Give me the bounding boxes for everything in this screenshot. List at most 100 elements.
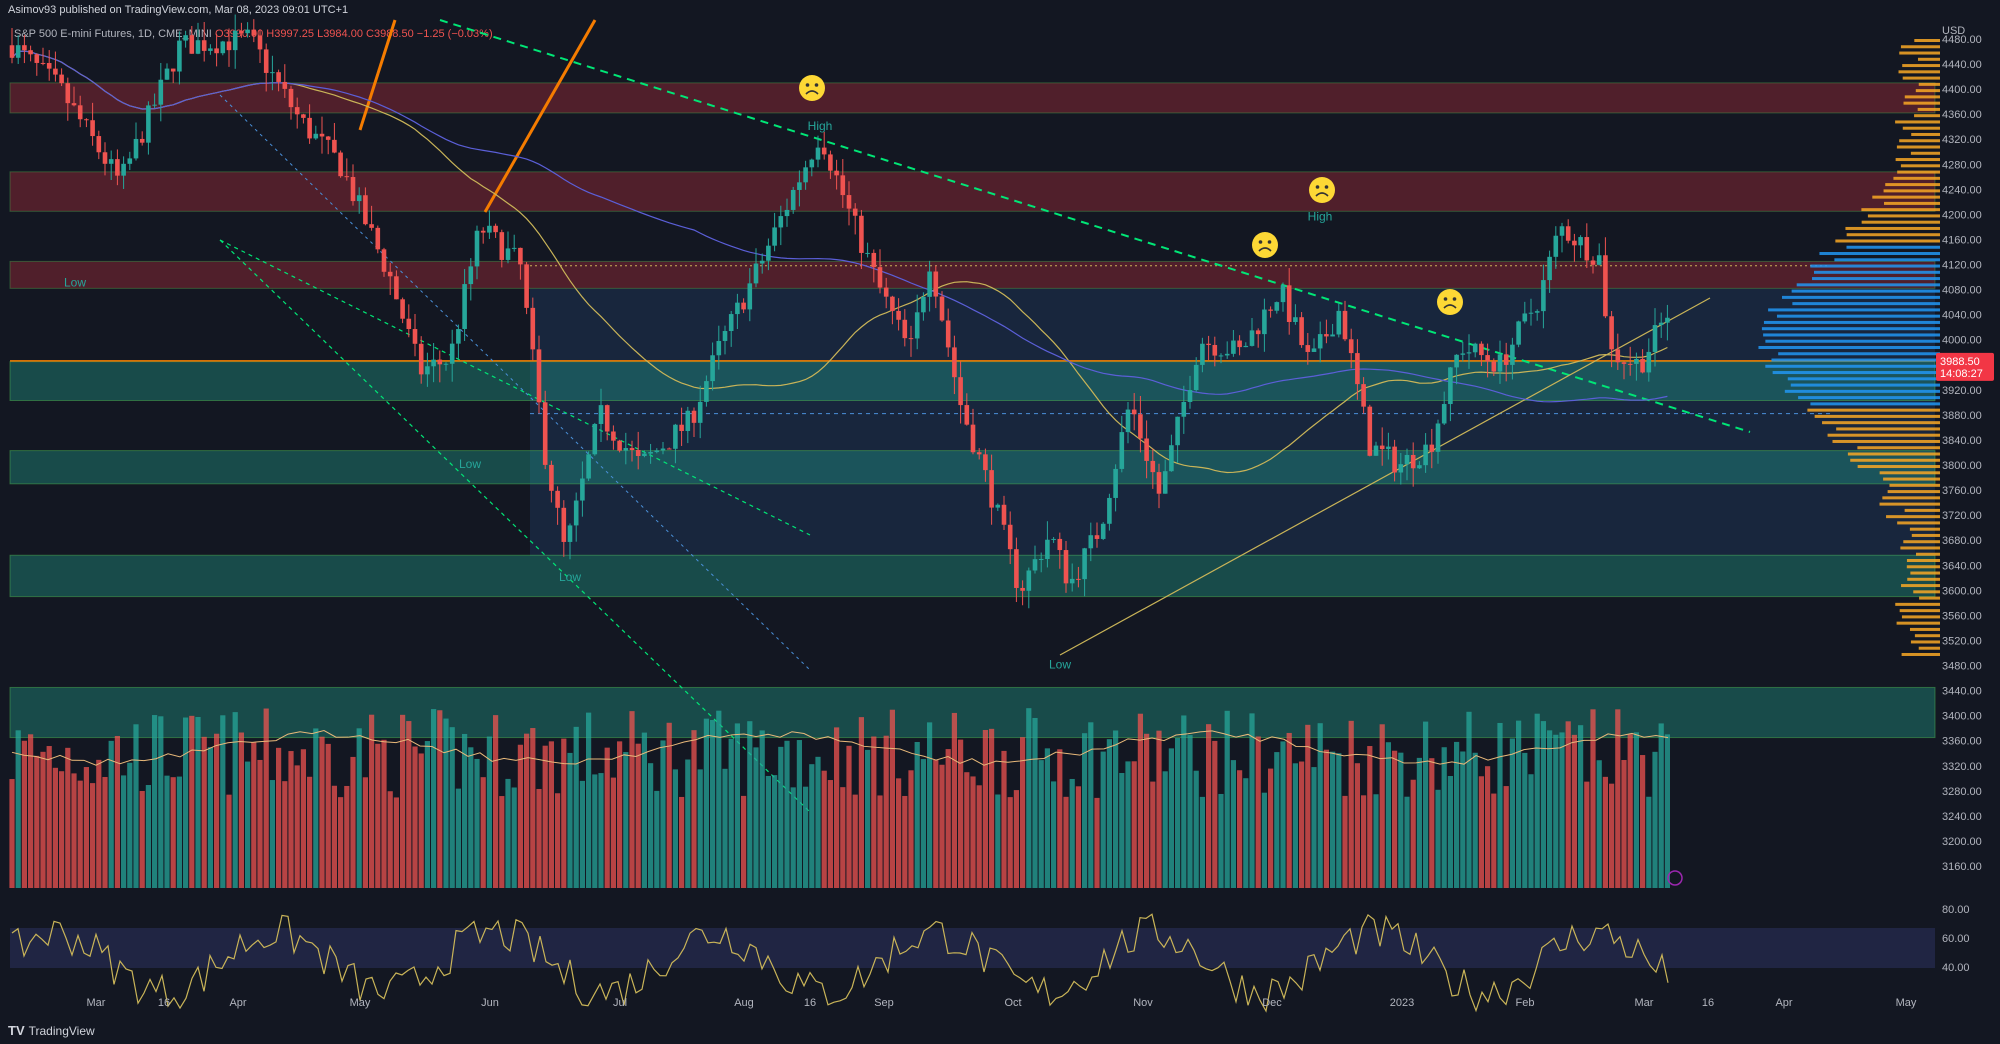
profile-bar xyxy=(1885,183,1940,187)
candle-body xyxy=(1491,361,1497,372)
candle-body xyxy=(313,133,319,139)
volume-bar xyxy=(951,712,957,888)
candle-body xyxy=(1138,414,1143,439)
volume-bar xyxy=(796,740,802,888)
candle-body xyxy=(1200,343,1205,365)
profile-bar xyxy=(1807,408,1940,412)
volume-bar xyxy=(1218,793,1224,888)
candle-body xyxy=(1150,460,1156,473)
frown-face-icon xyxy=(1309,177,1335,203)
volume-bar xyxy=(294,765,300,888)
volume-bar xyxy=(803,786,809,888)
volume-bar xyxy=(1398,752,1404,888)
frown-face-icon xyxy=(799,75,825,101)
supply-zone xyxy=(9,260,1936,289)
candle-body xyxy=(883,287,889,297)
candle-body xyxy=(617,440,622,451)
channel-line xyxy=(219,239,811,536)
candle-body xyxy=(797,182,802,190)
volume-bar xyxy=(1602,776,1608,888)
volume-bar xyxy=(734,723,740,888)
price-tick: 3720.00 xyxy=(1942,510,1982,522)
candle-body xyxy=(542,402,548,465)
time-axis: Mar 16 Apr May Jun Jul Aug 16 Sep Oct Nov Dec 2023 Fe… xyxy=(87,997,1917,1009)
volume-bar xyxy=(790,787,796,888)
volume-bar xyxy=(108,740,114,888)
volume-bar xyxy=(480,777,486,888)
candle-body xyxy=(307,117,312,139)
profile-bar xyxy=(1761,327,1940,331)
profile-bar xyxy=(1846,245,1940,249)
currency-label: USD xyxy=(1942,25,1965,37)
profile-bar xyxy=(1893,176,1940,180)
candle-body xyxy=(1076,578,1081,580)
price-badge xyxy=(1936,352,1994,381)
profile-bar xyxy=(1867,214,1940,218)
candle-body xyxy=(1057,538,1063,551)
volume-bar xyxy=(1100,751,1106,888)
candle-body xyxy=(1621,362,1627,364)
candle-body xyxy=(821,147,827,155)
symbol-legend: S&P 500 E-mini Futures, 1D, CME_MINI O39… xyxy=(14,28,493,40)
candle-body xyxy=(493,225,498,233)
candle-body xyxy=(1113,468,1118,498)
candle-body xyxy=(164,68,170,80)
candle-body xyxy=(276,72,281,82)
profile-bar xyxy=(1904,508,1940,512)
volume-bar xyxy=(226,794,232,888)
candle-body xyxy=(1032,559,1038,571)
candle-body xyxy=(183,35,188,41)
symbol-name[interactable]: S&P 500 E-mini Futures, 1D, CME_MINI xyxy=(14,28,212,40)
candle-body xyxy=(1423,444,1428,466)
candle-body xyxy=(270,72,275,74)
candle-body xyxy=(1627,363,1633,365)
volume-bar xyxy=(1125,761,1131,888)
candle-body xyxy=(220,41,226,54)
profile-bar xyxy=(1879,471,1940,475)
tradingview-footer[interactable]: TV TradingView xyxy=(8,1023,95,1038)
channel-mid-line xyxy=(219,94,811,671)
volume-bar xyxy=(1131,761,1137,888)
candle-body xyxy=(1640,358,1645,373)
profile-bar xyxy=(1832,439,1940,443)
candle-body xyxy=(1665,317,1670,323)
candle-body xyxy=(1026,570,1032,591)
demand-zone xyxy=(9,361,1936,401)
volume-bar xyxy=(282,781,288,888)
candle-body xyxy=(170,68,176,72)
profile-bar xyxy=(1791,289,1940,293)
candle-body xyxy=(511,247,517,249)
volume-bar xyxy=(1144,733,1150,888)
volume-bar xyxy=(393,797,399,888)
candle-body xyxy=(1156,472,1162,494)
volume-bar xyxy=(121,775,127,888)
candle-body xyxy=(1243,345,1249,348)
candle-body xyxy=(369,224,374,228)
candle-body xyxy=(1131,409,1137,415)
volume-bar xyxy=(145,785,151,888)
time-tick: Jun xyxy=(481,997,499,1009)
candle-body xyxy=(1082,548,1087,580)
profile-bar xyxy=(1913,590,1940,594)
profile-bar xyxy=(1916,552,1940,556)
candle-body xyxy=(1603,255,1608,317)
candle-body xyxy=(1634,358,1639,364)
volume-bar xyxy=(815,756,821,888)
candle-body xyxy=(1534,311,1540,313)
candle-body xyxy=(852,208,858,216)
candle-body xyxy=(964,405,970,425)
downtrend-line xyxy=(439,19,1751,433)
time-tick: Jul xyxy=(613,997,627,1009)
swing-label: Low xyxy=(559,570,581,584)
candle-body xyxy=(40,62,46,64)
candle-body xyxy=(394,276,399,300)
time-tick: Nov xyxy=(1133,997,1153,1009)
price-tick: 4280.00 xyxy=(1942,159,1982,171)
volume-bar xyxy=(15,730,21,888)
volume-bar xyxy=(548,741,554,888)
candle-body xyxy=(412,329,418,344)
supply-zone xyxy=(9,82,1936,114)
volume-bar xyxy=(1237,770,1243,888)
volume-bar xyxy=(827,780,833,888)
